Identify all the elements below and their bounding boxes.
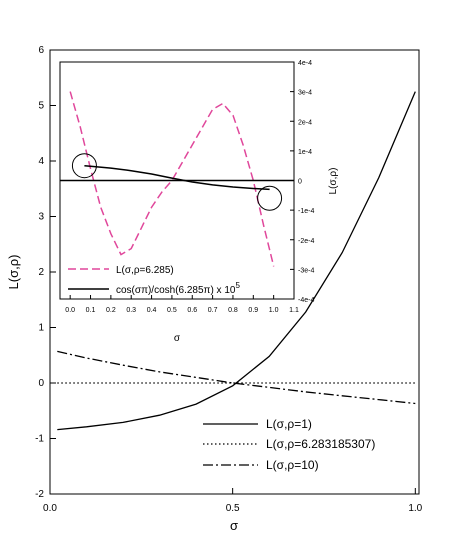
main-y-tick-label-5: 3	[38, 212, 44, 223]
inset-annotations	[71, 153, 283, 211]
inset-legend-label-black-main: cos(σπ)/cosh(6.285π) x 10	[116, 285, 236, 296]
inset-series-group	[60, 91, 294, 267]
inset-series-line-1	[84, 164, 270, 191]
legend-label-rho-10: L(σ,ρ=10)	[266, 458, 319, 472]
inset-y-ticks: -4e-4 -3e-4 -2e-4 -1e-4 0 1e-4 2e-4 3e-4 4e-4	[290, 60, 314, 304]
main-x-tick-label-0: 0.0	[43, 503, 57, 514]
inset-x-axis-label: σ	[174, 333, 181, 344]
inset-annotation-circle-1	[257, 185, 283, 211]
main-y-tick-label-4: 2	[38, 267, 44, 278]
inset-x-tick-label-7: 0.7	[208, 307, 218, 314]
inset-x-tick-label-3: 0.3	[126, 307, 136, 314]
main-y-tick-label-2: 0	[38, 378, 44, 389]
inset-legend: L(σ,ρ=6.285) cos(σπ)/cosh(6.285π) x 105	[68, 265, 240, 296]
main-x-ticks: 0.0 0.5 1.0	[43, 488, 423, 514]
inset-x-tick-label-10: 1.0	[269, 307, 279, 314]
inset-y-tick-label-4: 0	[298, 179, 302, 186]
main-y-tick-label-7: 5	[38, 101, 44, 112]
main-y-ticks: -2 -1 0 1 2 3 4 5 6	[35, 45, 56, 500]
inset-legend-label-pink: L(σ,ρ=6.285)	[116, 265, 174, 276]
main-y-tick-label-1: -1	[35, 434, 44, 445]
inset-x-tick-label-8: 0.8	[228, 307, 238, 314]
main-y-axis-label: L(σ,ρ)	[6, 255, 21, 290]
main-series-group	[57, 91, 416, 431]
main-x-tick-label-1: 0.5	[226, 503, 240, 514]
inset-x-tick-label-1: 0.1	[86, 307, 96, 314]
main-series-line-0	[57, 91, 416, 431]
legend-label-rho-2pi: L(σ,ρ=6.283185307)	[266, 437, 375, 451]
main-y-tick-label-3: 1	[38, 323, 44, 334]
inset-y-tick-label-7: 3e-4	[298, 90, 312, 97]
main-y-tick-label-0: -2	[35, 489, 44, 500]
inset-legend-label-black: cos(σπ)/cosh(6.285π) x 105	[116, 281, 240, 296]
inset-x-ticks: 0.0 0.1 0.2 0.3 0.4 0.5 0.6 0.7 0.8 0.9 1.0 1.1	[65, 295, 299, 314]
main-plot: -2 -1 0 1 2 3 4 5 6 0.0 0.5 1.0 σ L(σ,ρ) L(σ,ρ=1) …	[6, 45, 423, 533]
inset-x-tick-label-9: 0.9	[248, 307, 258, 314]
inset-y-tick-label-0: -4e-4	[298, 297, 314, 304]
inset-y-tick-label-3: -1e-4	[298, 208, 314, 215]
inset-y-tick-label-2: -2e-4	[298, 238, 314, 245]
main-series-line-2	[57, 350, 416, 405]
main-x-axis-label: σ	[230, 518, 238, 533]
inset-legend-label-black-sup: 5	[235, 281, 240, 290]
inset-x-tick-label-0: 0.0	[65, 307, 75, 314]
inset-y-tick-label-5: 1e-4	[298, 149, 312, 156]
inset-x-tick-label-11: 1.1	[289, 307, 299, 314]
inset-plot: -4e-4 -3e-4 -2e-4 -1e-4 0 1e-4 2e-4 3e-4 4e-4 0.…	[59, 60, 339, 344]
main-y-tick-label-6: 4	[38, 156, 44, 167]
inset-x-tick-label-6: 0.6	[187, 307, 197, 314]
inset-annotation-circle-0	[71, 153, 97, 179]
inset-y-tick-label-1: -3e-4	[298, 267, 314, 274]
inset-y-tick-label-6: 2e-4	[298, 119, 312, 126]
inset-x-tick-label-4: 0.4	[147, 307, 157, 314]
main-legend: L(σ,ρ=1) L(σ,ρ=6.283185307) L(σ,ρ=10)	[203, 417, 375, 472]
legend-label-rho-1: L(σ,ρ=1)	[266, 417, 312, 431]
main-y-tick-label-8: 6	[38, 45, 44, 56]
inset-x-tick-label-2: 0.2	[106, 307, 116, 314]
main-x-tick-label-2: 1.0	[408, 503, 422, 514]
inset-y-axis-label: L(σ,ρ)	[328, 168, 339, 195]
inset-y-tick-label-8: 4e-4	[298, 60, 312, 67]
inset-x-tick-label-5: 0.5	[167, 307, 177, 314]
